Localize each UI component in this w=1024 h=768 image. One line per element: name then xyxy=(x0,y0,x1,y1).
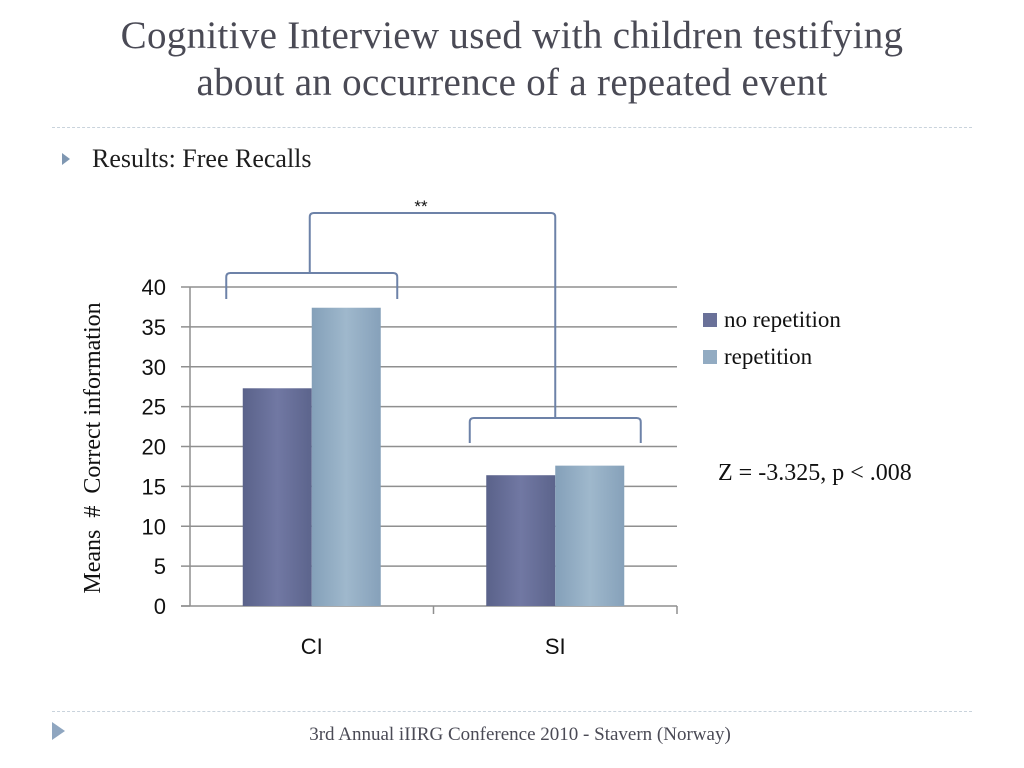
y-tick-label: 5 xyxy=(154,554,166,579)
bar-si-1 xyxy=(555,465,625,606)
footer-arrow-icon xyxy=(52,722,65,740)
x-tick-label: CI xyxy=(301,634,323,659)
significance-label: ** xyxy=(414,197,428,216)
bar-si-0 xyxy=(486,475,556,606)
y-tick-label: 10 xyxy=(142,514,166,539)
y-tick-label: 20 xyxy=(142,435,166,460)
group-bracket xyxy=(225,272,399,299)
y-tick-label: 35 xyxy=(142,315,166,340)
title-line-1: Cognitive Interview used with children t… xyxy=(120,14,904,57)
legend-swatch xyxy=(703,350,717,364)
y-tick-label: 25 xyxy=(142,395,166,420)
bars xyxy=(242,307,625,606)
footer-divider xyxy=(52,711,972,712)
legend-label: no repetition xyxy=(724,307,841,332)
bullet-text: Results: Free Recalls xyxy=(92,144,312,173)
bullet-arrow-icon xyxy=(62,153,70,165)
title-line-2: about an occurrence of a repeated event xyxy=(196,61,828,104)
slide-title: Cognitive Interview used with children t… xyxy=(0,12,1024,106)
significance-brackets xyxy=(225,212,642,443)
comparison-bracket xyxy=(308,212,557,418)
legend-swatch xyxy=(703,313,717,327)
legend-label: repetition xyxy=(724,344,813,369)
footer-text: 3rd Annual iIIRG Conference 2010 - Stave… xyxy=(309,724,731,745)
y-tick-label: 0 xyxy=(154,594,166,619)
y-tick-label: 40 xyxy=(142,275,166,300)
bar-ci-0 xyxy=(242,388,312,606)
legend: no repetition repetition xyxy=(703,307,841,369)
group-bracket xyxy=(468,417,642,443)
axes: 0 5 10 15 20 25 30 35 40 CI SI xyxy=(142,275,678,659)
y-axis-label: Means # Correct information xyxy=(80,302,106,593)
title-divider xyxy=(52,127,972,128)
statistics-annotation: Z = -3.325, p < .008 xyxy=(718,460,912,486)
x-tick-label: SI xyxy=(545,634,566,659)
bullet-item: Results: Free Recalls xyxy=(62,144,312,174)
bar-ci-1 xyxy=(311,307,381,606)
y-tick-label: 15 xyxy=(142,474,166,499)
y-tick-label: 30 xyxy=(142,355,166,380)
